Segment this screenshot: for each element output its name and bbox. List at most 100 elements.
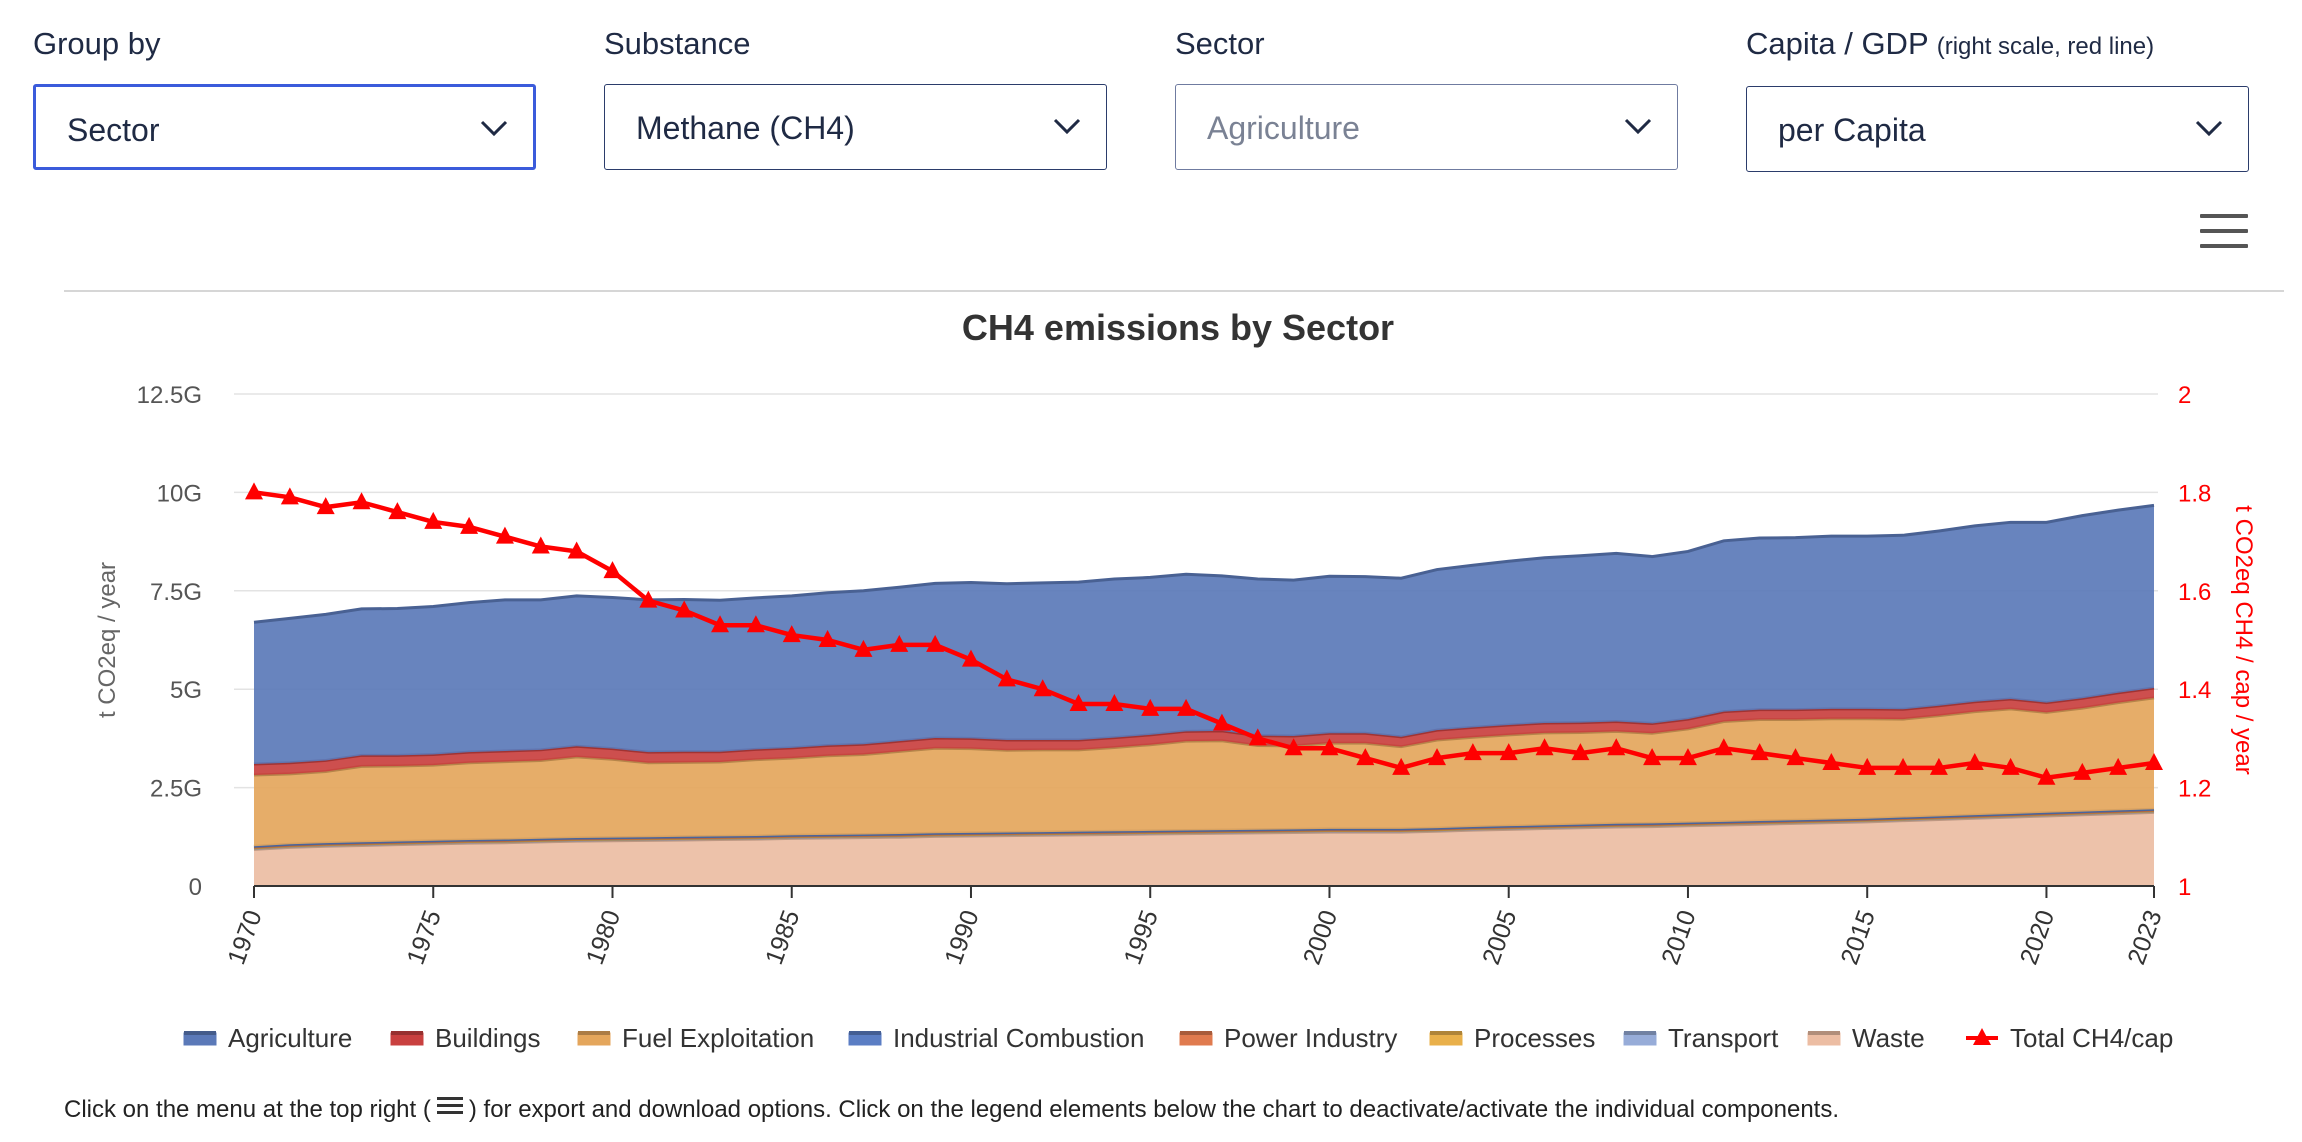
area-agriculture [254,505,2154,764]
y2-tick-label: 1.8 [2178,480,2211,507]
y2-tick-label: 2 [2178,382,2191,409]
total-ch4-cap-point [1392,757,1411,775]
chevron-down-icon [480,120,508,137]
x-tick-label: 1985 [760,906,805,968]
y-tick-label: 0 [189,874,202,901]
x-tick-label: 1980 [581,906,626,968]
total-ch4-cap-point [1858,757,1877,775]
group-by-select[interactable]: Sector [33,84,536,170]
total-ch4-cap-point [1894,757,1913,775]
y-tick-label: 5G [170,677,202,704]
total-ch4-cap-point [1033,679,1052,697]
capita-gdp-select[interactable]: per Capita [1746,86,2249,172]
area-waste [254,812,2154,886]
total-ch4-cap-point [1320,738,1339,756]
total-ch4-cap-point [1714,738,1733,756]
total-ch4-cap-point [388,502,407,520]
sector-label: Sector [1175,26,1265,61]
total-ch4-cap-point [1105,693,1124,711]
total-ch4-cap-point [1356,748,1375,766]
legend-label: Processes [1474,1023,1595,1053]
y-tick-label: 12.5G [137,382,202,409]
legend-label: Buildings [435,1023,541,1053]
legend-label: Agriculture [228,1023,352,1053]
total-ch4-cap-point [603,561,622,579]
total-ch4-cap-point [1212,713,1231,731]
legend-item-processes[interactable]: Processes [1429,1023,1595,1053]
total-ch4-cap-point [890,634,909,652]
chart-title: CH4 emissions by Sector [962,307,1394,348]
legend-label: Total CH4/cap [2010,1023,2173,1053]
total-ch4-cap-point [1499,743,1518,761]
total-ch4-cap-point [1463,743,1482,761]
total-ch4-cap-point [1428,748,1447,766]
total-ch4-cap-point [1177,698,1196,716]
total-ch4-cap-point [782,625,801,643]
total-ch4-cap-point [961,649,980,667]
total-ch4-cap-point [531,536,550,554]
chevron-down-icon [2195,120,2223,137]
legend-label: Fuel Exploitation [622,1023,814,1053]
total-ch4-cap-point [245,482,263,500]
chart-divider [64,290,2284,292]
group-by-label: Group by [33,26,161,61]
hamburger-menu-icon [436,1097,463,1115]
y-axis-title: t CO2eq / year [94,562,121,718]
total-ch4-cap-point [1607,738,1626,756]
total-ch4-cap-point [1571,743,1590,761]
legend-label: Waste [1852,1023,1925,1053]
total-ch4-cap-point [1678,748,1697,766]
substance-select[interactable]: Methane (CH4) [604,84,1107,170]
total-ch4-cap-point [818,630,837,647]
total-ch4-cap-point [316,497,335,515]
total-ch4-cap-point [639,590,658,608]
x-tick-label: 1995 [1119,906,1164,968]
substance-label: Substance [604,26,751,61]
legend-label: Power Industry [1224,1023,1397,1053]
hamburger-menu-icon[interactable] [2200,214,2248,250]
y-tick-label: 2.5G [150,776,202,803]
substance-value: Methane (CH4) [636,110,855,146]
total-ch4-cap-point [854,639,873,657]
total-ch4-cap-point [352,492,371,510]
sector-select[interactable]: Agriculture [1175,84,1678,170]
y2-tick-label: 1.4 [2178,677,2211,704]
x-tick-label: 2015 [1836,906,1881,968]
total-ch4-cap-point [2145,753,2163,770]
y2-tick-label: 1.6 [2178,579,2211,606]
total-ch4-cap-point [1141,698,1160,716]
footer-text-before: Click on the menu at the top right ( [64,1096,431,1123]
total-ch4-cap-point [1965,753,1984,770]
legend-item-power-industry[interactable]: Power Industry [1179,1023,1397,1053]
legend-item-total-ch4-cap[interactable]: Total CH4/cap [1966,1023,2173,1053]
legend-item-transport[interactable]: Transport [1623,1023,1779,1053]
total-ch4-cap-point [1284,738,1303,756]
capita-gdp-note: (right scale, red line) [1936,33,2155,60]
sector-value: Agriculture [1207,110,1360,146]
area-line-agriculture [253,503,2155,624]
total-ch4-cap-point [711,615,730,633]
y-tick-label: 7.5G [150,579,202,606]
total-ch4-cap-point [2073,762,2092,780]
total-ch4-cap-point [746,615,765,633]
total-ch4-cap-point [1643,748,1662,766]
legend-item-fuel-exploitation[interactable]: Fuel Exploitation [577,1023,814,1053]
group-by-value: Sector [67,112,160,148]
legend-item-waste[interactable]: Waste [1807,1023,1925,1053]
total-ch4-cap-point [2037,767,2056,785]
total-ch4-cap-point [926,634,945,652]
legend-item-agriculture[interactable]: Agriculture [183,1023,352,1053]
total-ch4-cap-point [495,526,514,544]
total-ch4-cap-point [2109,757,2128,775]
total-ch4-cap-point [1786,748,1805,766]
total-ch4-cap-point [460,516,479,534]
legend-item-industrial-combustion[interactable]: Industrial Combustion [848,1023,1144,1053]
footer-text-after: ) for export and download options. Click… [468,1096,1840,1123]
total-ch4-cap-point [280,487,299,505]
legend-label: Transport [1668,1023,1779,1053]
y2-axis-title: t CO2eq CH4 / cap / year [2230,505,2257,774]
x-tick-label: 2023 [2122,906,2167,968]
legend-item-buildings[interactable]: Buildings [390,1023,541,1053]
footer-instructions: Click on the menu at the top right ( ) fo… [64,1096,1839,1124]
x-tick-label: 1975 [402,906,447,968]
